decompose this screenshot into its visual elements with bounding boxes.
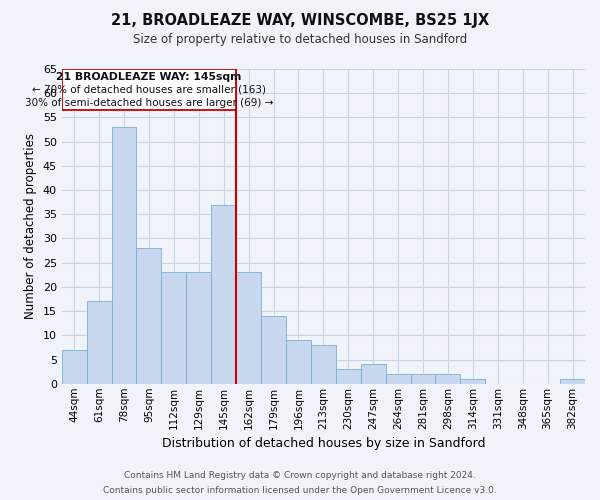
Bar — [286, 340, 311, 384]
Bar — [62, 350, 86, 384]
Bar — [436, 374, 460, 384]
Bar — [186, 272, 211, 384]
Text: Contains HM Land Registry data © Crown copyright and database right 2024.: Contains HM Land Registry data © Crown c… — [124, 471, 476, 480]
Bar — [112, 127, 136, 384]
Text: 21, BROADLEAZE WAY, WINSCOMBE, BS25 1JX: 21, BROADLEAZE WAY, WINSCOMBE, BS25 1JX — [111, 12, 489, 28]
Bar — [161, 272, 186, 384]
Text: 30% of semi-detached houses are larger (69) →: 30% of semi-detached houses are larger (… — [25, 98, 273, 108]
Bar — [136, 248, 161, 384]
Bar — [236, 272, 261, 384]
Bar — [261, 316, 286, 384]
X-axis label: Distribution of detached houses by size in Sandford: Distribution of detached houses by size … — [161, 437, 485, 450]
Bar — [311, 345, 336, 384]
Bar — [560, 379, 585, 384]
FancyBboxPatch shape — [62, 69, 236, 110]
Text: 21 BROADLEAZE WAY: 145sqm: 21 BROADLEAZE WAY: 145sqm — [56, 72, 242, 82]
Bar — [361, 364, 386, 384]
Bar — [410, 374, 436, 384]
Text: Contains public sector information licensed under the Open Government Licence v3: Contains public sector information licen… — [103, 486, 497, 495]
Bar — [86, 302, 112, 384]
Text: Size of property relative to detached houses in Sandford: Size of property relative to detached ho… — [133, 32, 467, 46]
Bar — [211, 204, 236, 384]
Bar — [460, 379, 485, 384]
Bar — [336, 369, 361, 384]
Bar — [386, 374, 410, 384]
Y-axis label: Number of detached properties: Number of detached properties — [24, 134, 37, 320]
Text: ← 70% of detached houses are smaller (163): ← 70% of detached houses are smaller (16… — [32, 84, 266, 94]
